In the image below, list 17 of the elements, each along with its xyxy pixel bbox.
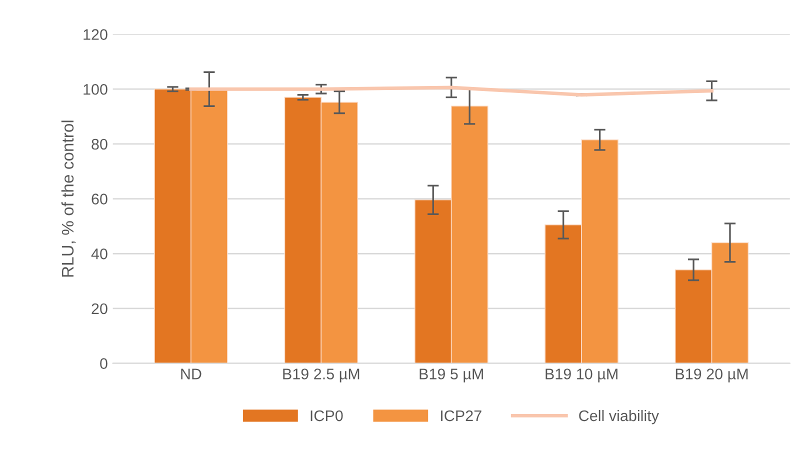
y-axis-title: RLU, % of the control xyxy=(61,120,76,277)
legend-label: ICP27 xyxy=(441,410,482,422)
legend-label: Cell viability xyxy=(579,410,659,424)
x-tick-label: B19 10 µM xyxy=(546,368,618,382)
y-tick-label: 60 xyxy=(92,194,108,204)
x-tick-label: ND xyxy=(181,368,202,380)
y-tick-label: 80 xyxy=(92,138,108,150)
y-tick-label: 20 xyxy=(92,303,108,314)
y-tick-label: 40 xyxy=(91,248,108,260)
line-series xyxy=(189,86,714,97)
x-tick-label: B19 20 µM xyxy=(676,368,748,382)
y-tick-label: 0 xyxy=(100,358,108,369)
x-tick-label: B19 5 µM xyxy=(420,368,483,382)
legend-label: ICP0 xyxy=(310,410,343,422)
y-tick-label: 100 xyxy=(84,84,108,95)
y-tick-label: 120 xyxy=(84,29,108,40)
x-tick-label: B19 2.5 µM xyxy=(283,368,360,382)
